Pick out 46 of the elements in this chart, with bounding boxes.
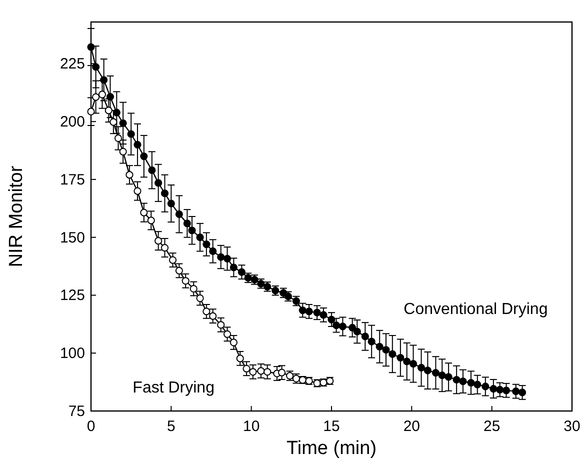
x-tick-label: 25 [483, 418, 500, 435]
x-tick-label: 30 [564, 418, 580, 435]
point [217, 321, 225, 329]
point [168, 256, 177, 264]
y-tick-label: 225 [60, 56, 85, 73]
point [154, 237, 162, 245]
point [264, 368, 272, 376]
x-tick-label: 0 [86, 418, 96, 435]
point [223, 330, 232, 338]
x-tick-label: 5 [166, 418, 176, 435]
point [278, 368, 286, 376]
point [98, 90, 106, 98]
point [236, 354, 244, 362]
point [126, 171, 134, 179]
x-tick-label: 10 [242, 418, 260, 435]
point [249, 368, 257, 376]
y-tick-label: 125 [60, 287, 85, 304]
y-axis-title: NIR Monitor [6, 165, 27, 268]
point [147, 216, 155, 224]
point [182, 277, 190, 285]
y-tick-label: 75 [68, 403, 85, 420]
point [202, 308, 210, 316]
y-tick-label: 175 [60, 171, 85, 188]
point [134, 187, 142, 195]
point [242, 364, 250, 372]
y-tick-label: 100 [60, 345, 85, 362]
y-tick-label: 150 [60, 229, 85, 246]
x-tick-label: 15 [323, 418, 340, 435]
annotation: Conventional Drying [404, 300, 548, 318]
point [110, 118, 118, 126]
point [119, 148, 127, 156]
point [160, 244, 169, 252]
annotation: Fast Drying [132, 379, 214, 396]
point [92, 93, 100, 101]
point [140, 208, 148, 216]
point [196, 294, 204, 302]
point [230, 338, 238, 346]
x-axis-title: Time (min) [286, 438, 377, 459]
y-tick-label: 200 [60, 114, 85, 131]
point [175, 266, 183, 274]
point [87, 108, 95, 116]
point [104, 106, 112, 114]
point [190, 284, 198, 293]
x-tick-label: 20 [403, 418, 420, 435]
point [257, 367, 265, 375]
point [209, 312, 217, 320]
